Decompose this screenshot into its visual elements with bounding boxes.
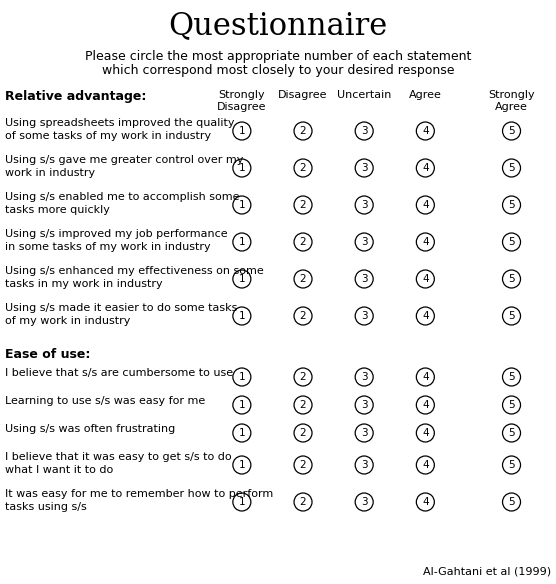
Text: 5: 5 xyxy=(508,428,515,438)
Text: Please circle the most appropriate number of each statement: Please circle the most appropriate numbe… xyxy=(85,50,471,63)
Text: 5: 5 xyxy=(508,460,515,470)
Text: Using spreadsheets improved the quality
of some tasks of my work in industry: Using spreadsheets improved the quality … xyxy=(5,118,235,141)
Text: 4: 4 xyxy=(422,200,429,210)
Text: 3: 3 xyxy=(361,274,368,284)
Text: 3: 3 xyxy=(361,428,368,438)
Text: Strongly
Disagree: Strongly Disagree xyxy=(217,90,267,112)
Text: 3: 3 xyxy=(361,460,368,470)
Text: 1: 1 xyxy=(239,163,245,173)
Text: 2: 2 xyxy=(300,237,306,247)
Text: 4: 4 xyxy=(422,400,429,410)
Text: 4: 4 xyxy=(422,274,429,284)
Text: 3: 3 xyxy=(361,311,368,321)
Text: Disagree: Disagree xyxy=(278,90,328,100)
Text: 5: 5 xyxy=(508,311,515,321)
Text: 3: 3 xyxy=(361,372,368,382)
Text: 1: 1 xyxy=(239,372,245,382)
Text: 4: 4 xyxy=(422,237,429,247)
Text: 5: 5 xyxy=(508,163,515,173)
Text: It was easy for me to remember how to perform
tasks using s/s: It was easy for me to remember how to pe… xyxy=(5,489,273,512)
Text: Al-Gahtani et al (1999): Al-Gahtani et al (1999) xyxy=(423,566,551,576)
Text: 5: 5 xyxy=(508,372,515,382)
Text: 2: 2 xyxy=(300,460,306,470)
Text: 2: 2 xyxy=(300,200,306,210)
Text: 2: 2 xyxy=(300,163,306,173)
Text: 1: 1 xyxy=(239,200,245,210)
Text: 3: 3 xyxy=(361,237,368,247)
Text: Ease of use:: Ease of use: xyxy=(5,348,91,361)
Text: 1: 1 xyxy=(239,428,245,438)
Text: I believe that it was easy to get s/s to do
what I want it to do: I believe that it was easy to get s/s to… xyxy=(5,452,232,475)
Text: 5: 5 xyxy=(508,200,515,210)
Text: 3: 3 xyxy=(361,126,368,136)
Text: 5: 5 xyxy=(508,497,515,507)
Text: which correspond most closely to your desired response: which correspond most closely to your de… xyxy=(102,64,454,77)
Text: 4: 4 xyxy=(422,126,429,136)
Text: Relative advantage:: Relative advantage: xyxy=(5,90,146,103)
Text: 4: 4 xyxy=(422,163,429,173)
Text: 2: 2 xyxy=(300,400,306,410)
Text: 1: 1 xyxy=(239,237,245,247)
Text: 5: 5 xyxy=(508,126,515,136)
Text: 3: 3 xyxy=(361,200,368,210)
Text: Questionnaire: Questionnaire xyxy=(168,10,388,41)
Text: 2: 2 xyxy=(300,274,306,284)
Text: Uncertain: Uncertain xyxy=(337,90,391,100)
Text: 1: 1 xyxy=(239,274,245,284)
Text: 3: 3 xyxy=(361,497,368,507)
Text: 2: 2 xyxy=(300,126,306,136)
Text: 4: 4 xyxy=(422,460,429,470)
Text: Using s/s was often frustrating: Using s/s was often frustrating xyxy=(5,424,175,434)
Text: I believe that s/s are cumbersome to use: I believe that s/s are cumbersome to use xyxy=(5,368,233,378)
Text: 2: 2 xyxy=(300,311,306,321)
Text: 5: 5 xyxy=(508,400,515,410)
Text: Using s/s improved my job performance
in some tasks of my work in industry: Using s/s improved my job performance in… xyxy=(5,229,227,252)
Text: 2: 2 xyxy=(300,372,306,382)
Text: 4: 4 xyxy=(422,372,429,382)
Text: 1: 1 xyxy=(239,311,245,321)
Text: Using s/s gave me greater control over my
work in industry: Using s/s gave me greater control over m… xyxy=(5,155,244,178)
Text: 5: 5 xyxy=(508,274,515,284)
Text: 4: 4 xyxy=(422,311,429,321)
Text: Strongly
Agree: Strongly Agree xyxy=(488,90,535,112)
Text: 2: 2 xyxy=(300,497,306,507)
Text: 3: 3 xyxy=(361,400,368,410)
Text: 1: 1 xyxy=(239,126,245,136)
Text: Agree: Agree xyxy=(409,90,442,100)
Text: 1: 1 xyxy=(239,460,245,470)
Text: 4: 4 xyxy=(422,497,429,507)
Text: 5: 5 xyxy=(508,237,515,247)
Text: Using s/s enhanced my effectiveness on some
tasks in my work in industry: Using s/s enhanced my effectiveness on s… xyxy=(5,266,264,289)
Text: 3: 3 xyxy=(361,163,368,173)
Text: Learning to use s/s was easy for me: Learning to use s/s was easy for me xyxy=(5,396,205,406)
Text: 1: 1 xyxy=(239,497,245,507)
Text: Using s/s enabled me to accomplish some
tasks more quickly: Using s/s enabled me to accomplish some … xyxy=(5,192,240,215)
Text: 1: 1 xyxy=(239,400,245,410)
Text: Using s/s made it easier to do some tasks
of my work in industry: Using s/s made it easier to do some task… xyxy=(5,303,237,326)
Text: 2: 2 xyxy=(300,428,306,438)
Text: 4: 4 xyxy=(422,428,429,438)
